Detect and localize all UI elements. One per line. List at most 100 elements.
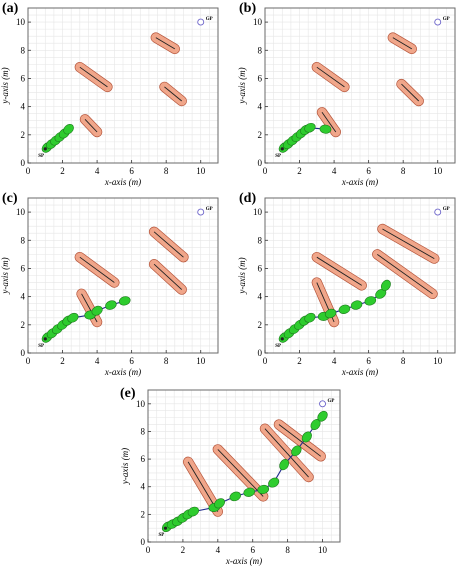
x-tick-label: 10 bbox=[196, 166, 206, 176]
robot-position bbox=[317, 410, 328, 422]
robot-position bbox=[380, 279, 391, 291]
start-point bbox=[163, 526, 168, 530]
start-label: SP bbox=[158, 533, 164, 538]
y-tick-label: 10 bbox=[253, 207, 263, 217]
y-tick-label: 2 bbox=[258, 320, 263, 330]
robot-position bbox=[268, 477, 280, 488]
robot-position bbox=[304, 312, 316, 323]
y-tick-label: 0 bbox=[258, 158, 263, 168]
panel-a: (a) 0 2 4 6 8 10 0 2 4 6 8 10 x-axis (m) y-axis (m) SP… bbox=[0, 0, 237, 190]
panel-label-b: (b) bbox=[239, 1, 257, 16]
robot-position bbox=[304, 122, 316, 133]
goal-label: GP bbox=[443, 207, 450, 212]
obstacle-axis bbox=[316, 256, 362, 286]
obstacle-axis bbox=[278, 424, 322, 457]
goal-point bbox=[434, 18, 442, 26]
panel-e: (e) 0 2 4 6 8 10 0 2 4 6 8 10 x-axis (m) y-axis (m) SP… bbox=[118, 382, 358, 568]
x-axis-label: x-axis (m) bbox=[225, 556, 262, 566]
y-tick-label: 6 bbox=[141, 454, 146, 464]
y-tick-label: 6 bbox=[21, 73, 26, 83]
obstacle-axis bbox=[392, 37, 413, 50]
x-tick-label: 10 bbox=[196, 356, 206, 366]
y-axis-label: y-axis (m) bbox=[0, 257, 10, 294]
goal-label: GP bbox=[206, 207, 213, 212]
y-tick-label: 2 bbox=[21, 320, 26, 330]
robot-position bbox=[324, 308, 337, 319]
x-tick-label: 4 bbox=[332, 166, 337, 176]
start-point bbox=[43, 337, 47, 341]
robot-position bbox=[291, 445, 302, 457]
x-tick-label: 8 bbox=[401, 166, 406, 176]
robot-position bbox=[118, 296, 131, 306]
robot-position bbox=[243, 487, 256, 497]
y-tick-label: 4 bbox=[258, 102, 263, 112]
y-tick-label: 10 bbox=[136, 399, 146, 409]
plot-frame bbox=[27, 197, 219, 354]
robot-position bbox=[257, 484, 270, 495]
obstacle-axis bbox=[316, 66, 345, 88]
x-tick-label: 2 bbox=[297, 356, 302, 366]
robot-position bbox=[350, 300, 363, 310]
obstacle-axis bbox=[155, 37, 176, 50]
goal-label: GP bbox=[328, 399, 335, 404]
y-tick-label: 2 bbox=[21, 130, 26, 140]
obstacle-axis bbox=[217, 449, 264, 497]
panel-c: (c) 0 2 4 6 8 10 0 2 4 6 8 10 x-axis (m) y-axis (m) SP… bbox=[0, 190, 237, 380]
x-tick-label: 6 bbox=[129, 166, 134, 176]
obstacle-axis bbox=[264, 428, 309, 478]
plot-frame bbox=[147, 389, 341, 543]
y-tick-label: 0 bbox=[21, 348, 26, 358]
start-label: SP bbox=[275, 154, 281, 159]
y-tick-label: 6 bbox=[258, 263, 263, 273]
y-tick-label: 8 bbox=[21, 235, 26, 245]
obstacle-axis bbox=[377, 253, 433, 295]
goal-point bbox=[434, 208, 442, 216]
robot-position bbox=[319, 124, 332, 134]
goal-label: GP bbox=[206, 17, 213, 22]
x-tick-label: 2 bbox=[181, 545, 186, 555]
robot-position bbox=[279, 459, 290, 471]
y-tick-label: 0 bbox=[258, 348, 263, 358]
y-tick-label: 2 bbox=[141, 509, 146, 519]
obstacle-axis bbox=[79, 66, 108, 88]
y-axis-label: y-axis (m) bbox=[120, 448, 130, 485]
obstacle-axis bbox=[164, 86, 183, 102]
obstacle-axis bbox=[84, 119, 98, 133]
x-tick-label: 6 bbox=[366, 166, 371, 176]
x-tick-label: 10 bbox=[433, 356, 443, 366]
x-tick-label: 2 bbox=[60, 166, 65, 176]
x-tick-label: 0 bbox=[146, 545, 151, 555]
start-label: SP bbox=[275, 344, 281, 349]
x-tick-label: 4 bbox=[95, 166, 100, 176]
x-tick-label: 6 bbox=[250, 545, 255, 555]
x-tick-label: 0 bbox=[263, 166, 268, 176]
x-axis-label: x-axis (m) bbox=[341, 177, 378, 187]
x-axis-label: x-axis (m) bbox=[104, 367, 141, 377]
chart-d: 0 2 4 6 8 10 0 2 4 6 8 10 x-axis (m) y-axis (m) SP GP bbox=[237, 197, 456, 377]
robot-position bbox=[105, 300, 117, 310]
y-tick-label: 8 bbox=[21, 45, 26, 55]
plot-frame bbox=[264, 7, 456, 164]
x-tick-label: 8 bbox=[164, 356, 169, 366]
robot-position bbox=[91, 305, 103, 316]
robot-position bbox=[229, 491, 241, 502]
x-tick-label: 6 bbox=[366, 356, 371, 366]
x-tick-label: 4 bbox=[216, 545, 221, 555]
start-point bbox=[43, 147, 47, 151]
x-axis-label: x-axis (m) bbox=[104, 177, 141, 187]
robot-position bbox=[364, 296, 377, 306]
y-axis-label: y-axis (m) bbox=[237, 257, 247, 294]
x-tick-label: 0 bbox=[26, 356, 31, 366]
x-tick-label: 2 bbox=[60, 356, 65, 366]
y-tick-label: 4 bbox=[141, 482, 146, 492]
plot-frame bbox=[27, 7, 219, 164]
y-tick-label: 8 bbox=[258, 45, 263, 55]
obstacle-axis bbox=[153, 231, 184, 258]
panel-d: (d) 0 2 4 6 8 10 0 2 4 6 8 10 x-axis (m) y-axis (m) SP… bbox=[237, 190, 474, 380]
robot-position bbox=[67, 312, 79, 323]
y-tick-label: 2 bbox=[258, 130, 263, 140]
robot-position bbox=[214, 498, 225, 509]
robot-position bbox=[63, 123, 74, 135]
x-axis-label: x-axis (m) bbox=[341, 367, 378, 377]
x-tick-label: 8 bbox=[401, 356, 406, 366]
